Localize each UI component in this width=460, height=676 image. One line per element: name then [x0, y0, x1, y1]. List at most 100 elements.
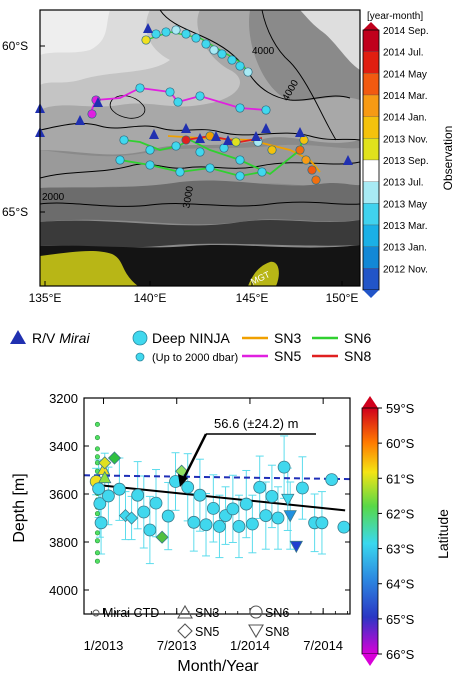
colorbar-tick-label: 2013 Mar. — [383, 221, 427, 232]
map-legend: R/V Mirai Deep NINJA (Up to 2000 dbar) S… — [10, 330, 371, 364]
map-mirai-station — [223, 135, 233, 145]
map-float-point — [235, 61, 245, 71]
sn6-point — [102, 489, 115, 503]
map-float-point — [195, 91, 205, 101]
y-tick-label: 3600 — [49, 487, 78, 502]
map-float-point — [181, 135, 191, 145]
sn8-point — [289, 540, 303, 554]
mirai-ctd-point — [94, 511, 100, 517]
lat-colorbar-labels: 59°S 60°S 61°S 62°S 63°S 64°S 65°S 66°S — [378, 401, 415, 662]
colorbar-cell — [362, 116, 380, 139]
sn6-point — [226, 502, 240, 516]
trend-annotation: 56.6 (±24.2) m — [214, 416, 298, 431]
lat-colorbar-label: 63°S — [386, 542, 415, 557]
colorbar-cell — [362, 73, 380, 96]
annotation-arrow-shaft — [181, 433, 208, 481]
mirai-ctd-point — [94, 435, 100, 441]
map-mirai-station — [295, 127, 305, 137]
mirai-ctd-point — [94, 454, 100, 460]
map-float-point — [171, 25, 181, 35]
map-float-point — [135, 83, 145, 93]
map-float-point — [141, 35, 151, 45]
colorbar-tick-label: 2012 Nov. — [383, 264, 428, 275]
map-float-point — [181, 29, 191, 39]
chart-legend: Mirai CTD SN3 SN5 SN6 SN8 — [92, 604, 289, 639]
lat-colorbar-top-arrow — [362, 396, 378, 408]
sn6-point — [245, 517, 259, 531]
legend-sn8-marker — [248, 624, 264, 639]
lon-tick-140e: 140°E — [134, 291, 167, 305]
colorbar-tick-label: 2014 Sep. — [383, 26, 429, 37]
lon-tick-145e: 145°E — [236, 291, 269, 305]
trend-line-dashed — [83, 474, 351, 481]
contour-2000 — [40, 201, 360, 207]
map-mirai-station — [149, 129, 159, 139]
lat-tick-65s: 65°S — [2, 205, 28, 219]
map-float-point — [311, 175, 321, 185]
mirai-legend-italic: Mirai — [59, 330, 90, 346]
map-float-point — [205, 163, 215, 173]
colorbar-tick-label: 2014 Jan. — [383, 113, 427, 124]
map-mirai-station — [343, 155, 353, 165]
sn6-point — [112, 482, 126, 496]
sn6-point — [131, 488, 145, 502]
sn6-point — [325, 473, 339, 487]
x-axis-label: Month/Year — [177, 658, 259, 675]
x-tick-label: 7/2014 — [303, 638, 343, 653]
colorbar-tick-label: 2014 Jul. — [383, 48, 424, 59]
colorbar-cell — [362, 51, 380, 74]
lat-colorbar-label: 65°S — [386, 612, 415, 627]
colorbar-cell — [362, 94, 380, 117]
contour-inner — [109, 95, 146, 119]
lon-tick-150e: 150°E — [326, 291, 359, 305]
map-float-point — [145, 145, 155, 155]
map-float-point — [267, 145, 277, 155]
map-float-point — [307, 165, 317, 175]
land-glacier-tongue — [248, 261, 279, 286]
sn6-point — [137, 505, 151, 519]
latitude-colorbar: 59°S 60°S 61°S 62°S 63°S 64°S 65°S 66°S Latitud… — [361, 396, 451, 666]
colorbar-cell — [362, 138, 380, 161]
map-float-point — [295, 145, 305, 155]
observation-colorbar-title: Observation — [441, 126, 455, 191]
colorbar-cell — [362, 246, 380, 269]
y-tick-label: 4000 — [49, 583, 78, 598]
contour-label-4000-a: 4000 — [252, 46, 275, 57]
mirai-ctd-point — [94, 421, 100, 427]
observation-colorbar: [year-month] 2014 Sep.2014 Jul.2014 May2… — [362, 11, 455, 298]
sn5-point — [155, 530, 169, 544]
depth-band-light — [40, 10, 110, 55]
lat-colorbar-label: 59°S — [386, 401, 415, 416]
sn5-point — [107, 451, 122, 465]
annotation-arrow-head — [178, 474, 188, 487]
lat-colorbar-label: 64°S — [386, 577, 415, 592]
mirai-legend-marker — [10, 330, 26, 344]
sn6-point — [265, 489, 279, 503]
contour-ridge — [261, 10, 337, 141]
sn6-point — [253, 480, 267, 494]
map-float-point — [145, 160, 155, 170]
deep-ninja-legend-label: Deep NINJA — [152, 330, 230, 346]
mirai-legend-prefix: R/V — [32, 330, 56, 346]
colorbar-tick-label: 2013 Nov. — [383, 134, 428, 145]
sn6-point — [93, 497, 107, 511]
observation-colorbar-labels: 2014 Sep. 2014 Jul. 2014 May 2014 Mar. 2014 … — [383, 26, 429, 275]
map-float-point — [173, 97, 183, 107]
y-tick-label: 3400 — [49, 439, 78, 454]
map-float-point — [261, 105, 271, 115]
mirai-ctd-point — [94, 446, 100, 452]
colorbar-cell — [362, 203, 380, 226]
mirai-ctd-point — [94, 550, 100, 556]
map-float-point — [161, 27, 171, 37]
sn6-point — [206, 501, 220, 515]
legend-sn6-marker — [249, 605, 263, 619]
map-float-point — [235, 103, 245, 113]
map-float-point — [195, 147, 205, 157]
mirai-ctd-point — [94, 558, 100, 564]
map-float-point — [235, 171, 245, 181]
map-float-point — [301, 155, 311, 165]
lat-colorbar-bottom-arrow — [362, 654, 378, 666]
sn6-point — [187, 515, 201, 529]
lat-colorbar-label: 66°S — [386, 647, 415, 662]
y-tick-label: 3200 — [49, 391, 78, 406]
